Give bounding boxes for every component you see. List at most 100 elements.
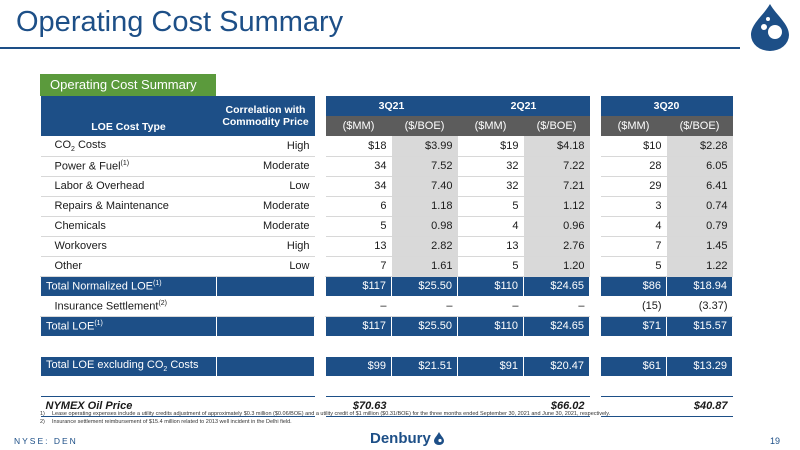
operating-cost-table: LOE Cost Type Correlation with Commodity… [40,96,733,417]
correlation-cell: High [216,236,315,257]
table-cell: 13 [457,236,524,257]
table-cell: 1.18 [391,196,458,217]
table-cell: (15) [600,296,667,317]
table-cell: 6 [325,196,392,217]
table-cell: 5 [457,256,524,277]
col-header-correlation: Correlation with Commodity Price [216,96,315,136]
table-cell: $2.28 [666,136,733,157]
table-cell: $21.51 [391,355,458,377]
table-cell: $15.57 [666,315,733,337]
row-label: Chemicals [40,216,217,237]
unit-header: ($/BOE) [523,116,590,136]
page-title: Operating Cost Summary [16,6,344,38]
correlation-cell: Moderate [216,196,315,217]
table-cell: – [523,296,590,317]
ticker-symbol: NYSE: DEN [14,436,78,446]
period-header: 3Q20 [600,96,733,116]
insurance-settlement-row: Insurance Settlement(2) – – – – (15) (3.… [40,296,733,317]
table-cell: 2.76 [523,236,590,257]
table-cell: 1.22 [666,256,733,277]
table-cell: 32 [457,176,524,197]
total-loe-ex-co2-row: Total LOE excluding CO2 Costs $99 $21.51… [40,355,733,377]
correlation-cell: Moderate [216,216,315,237]
table-cell: 29 [600,176,667,197]
corr-header-line1: Correlation with [225,104,306,116]
brand-logo: Denbury [370,430,444,447]
table-cell: 7 [600,236,667,257]
table-cell: 1.45 [666,236,733,257]
table-cell: 1.61 [391,256,458,277]
row-label: Other [40,256,217,277]
table-cell: $110 [457,315,524,337]
table-cell: $24.65 [523,275,590,297]
period-header: 2Q21 [457,96,590,116]
table-cell: 0.96 [523,216,590,237]
table-cell: – [457,296,524,317]
table-cell: 7.40 [391,176,458,197]
row-label: Power & Fuel(1) [40,156,217,177]
table-cell: $99 [325,355,392,377]
total-loe-row: Total LOE(1) $117 $25.50 $110 $24.65 $71… [40,315,733,337]
section-tab: Operating Cost Summary [40,74,216,96]
drop-icon [433,432,444,445]
row-label: Labor & Overhead [40,176,217,197]
table-cell: – [325,296,392,317]
table-cell: 32 [457,156,524,177]
row-label: Total LOE(1) [40,315,217,337]
unit-header: ($MM) [457,116,524,136]
table-cell: $24.65 [523,315,590,337]
table-cell: $18 [325,136,392,157]
corr-header-line2: Commodity Price [222,116,309,128]
table-cell: $25.50 [391,275,458,297]
header-periods-row: LOE Cost Type Correlation with Commodity… [40,96,733,136]
page-number: 19 [770,436,781,446]
correlation-cell: Moderate [216,156,315,177]
row-label: NYMEX Oil Price [40,395,217,417]
table-cell: 0.79 [666,216,733,237]
row-label: Total Normalized LOE(1) [40,275,217,297]
table-cell: 2.82 [391,236,458,257]
table-cell: 4 [600,216,667,237]
table-cell: 0.98 [391,216,458,237]
correlation-cell: Low [216,256,315,277]
table-cell: $61 [600,355,667,377]
table-cell: 7 [325,256,392,277]
correlation-cell: High [216,136,315,157]
row-label: Repairs & Maintenance [40,196,217,217]
table-cell: $117 [325,315,392,337]
table-cell: 6.05 [666,156,733,177]
table-cell: 28 [600,156,667,177]
table-cell: 5 [325,216,392,237]
table-row: Power & Fuel(1) Moderate 34 7.52 32 7.22 28 6.0… [40,156,733,177]
table-cell: 7.21 [523,176,590,197]
unit-header: ($MM) [600,116,667,136]
title-divider [0,47,740,49]
table-cell: $117 [325,275,392,297]
row-label: Workovers [40,236,217,257]
unit-header: ($/BOE) [391,116,458,136]
table-row: Workovers High 13 2.82 13 2.76 7 1.45 [40,236,733,257]
table-cell: 5 [457,196,524,217]
table-cell: 34 [325,156,392,177]
table-cell: 1.20 [523,256,590,277]
table-cell: $20.47 [523,355,590,377]
table-cell: $71 [600,315,667,337]
row-label: Insurance Settlement(2) [40,296,217,317]
table-cell: 4 [457,216,524,237]
table-cell: 3 [600,196,667,217]
table-row: Other Low 7 1.61 5 1.20 5 1.22 [40,256,733,277]
table-cell: 7.22 [523,156,590,177]
table-cell: 13 [325,236,392,257]
table-cell: $18.94 [666,275,733,297]
row-label: CO2 Costs [40,136,217,157]
nymex-oil-price-row: NYMEX Oil Price $70.63 $66.02 $40.87 [40,395,733,417]
correlation-cell: Low [216,176,315,197]
row-label: Total LOE excluding CO2 Costs [40,355,217,377]
table-cell: $110 [457,275,524,297]
unit-header: ($/BOE) [666,116,733,136]
period-header: 3Q21 [325,96,458,116]
total-normalized-loe-row: Total Normalized LOE(1) $117 $25.50 $110… [40,275,733,297]
table-row: Labor & Overhead Low 34 7.40 32 7.21 29 6.41 [40,176,733,197]
table-cell: 5 [600,256,667,277]
header-units-row: ($MM) ($/BOE) ($MM) ($/BOE) ($MM) ($/BOE… [41,116,733,136]
